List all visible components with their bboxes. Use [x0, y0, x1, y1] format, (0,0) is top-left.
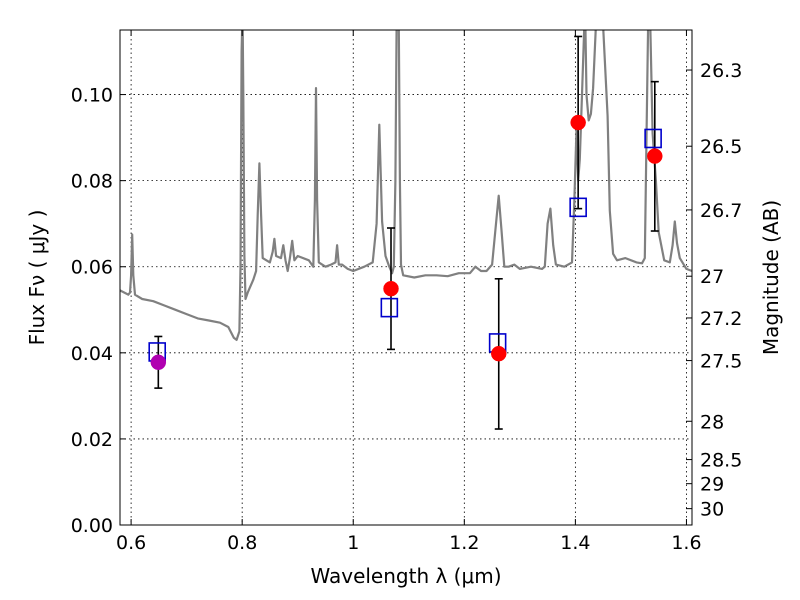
plot-data — [120, 30, 692, 430]
x-tick-label: 1.4 — [560, 532, 590, 554]
y-tick-label: 0.08 — [71, 171, 113, 193]
axis-ticks: 0.6 0.8 1 1.2 1.4 1.6 0.00 0.02 0.04 0.06 0.08 0.10… — [71, 30, 742, 554]
model-photometry-square — [569, 197, 587, 218]
mag-tick-label: 27.2 — [700, 308, 742, 330]
x-tick-label: 1.2 — [449, 532, 479, 554]
y-tick-label: 0.02 — [71, 429, 113, 451]
mag-tick-label: 26.7 — [700, 200, 742, 222]
mag-tick-label: 28.5 — [700, 450, 742, 472]
observed-flux-point — [647, 148, 663, 164]
right-axis-label: Magnitude (AB) — [759, 200, 783, 355]
x-axis-label: Wavelength λ (μm) — [310, 564, 501, 588]
observed-flux-point — [150, 354, 167, 371]
mag-tick-label: 27.5 — [700, 351, 742, 373]
y-tick-label: 0.04 — [71, 343, 113, 365]
mag-tick-label: 26.3 — [700, 60, 742, 82]
x-tick-label: 0.8 — [227, 532, 257, 554]
mag-tick-label: 26.5 — [700, 136, 742, 158]
y-tick-label: 0.10 — [71, 85, 113, 107]
observed-flux-point — [490, 345, 507, 362]
mag-tick-label: 30 — [700, 499, 724, 521]
mag-tick-label: 28 — [700, 411, 724, 433]
x-tick-label: 0.6 — [116, 532, 146, 554]
observed-flux-point — [383, 280, 399, 297]
x-tick-label: 1 — [347, 532, 359, 554]
spectrum-line — [120, 30, 692, 341]
mag-tick-label: 29 — [700, 474, 724, 496]
plot-frame — [119, 29, 693, 526]
x-tick-label: 1.6 — [671, 532, 701, 554]
mag-tick-label: 27 — [700, 266, 724, 288]
observed-flux-point — [570, 114, 586, 131]
model-photometry-square — [644, 128, 662, 149]
y-axis-label: Flux Fν ( μJy ) — [25, 210, 49, 346]
model-photometry-square — [380, 297, 399, 318]
y-tick-label: 0.06 — [71, 257, 113, 279]
y-tick-label: 0.00 — [71, 515, 113, 537]
